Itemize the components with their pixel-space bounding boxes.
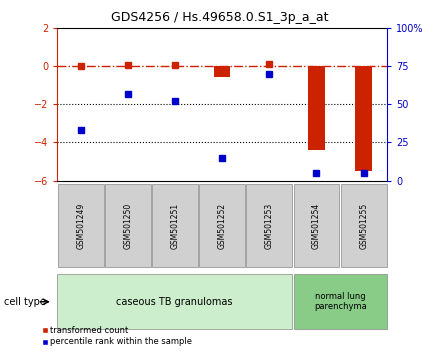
Text: GSM501250: GSM501250	[123, 202, 132, 249]
Text: GSM501252: GSM501252	[218, 202, 227, 249]
Text: caseous TB granulomas: caseous TB granulomas	[117, 297, 233, 307]
Text: GSM501253: GSM501253	[265, 202, 274, 249]
Text: normal lung
parenchyma: normal lung parenchyma	[314, 292, 367, 312]
Text: cell type: cell type	[4, 297, 46, 307]
Text: GSM501249: GSM501249	[76, 202, 85, 249]
Text: GSM501255: GSM501255	[359, 202, 368, 249]
Legend: transformed count, percentile rank within the sample: transformed count, percentile rank withi…	[39, 322, 195, 350]
Bar	[308, 67, 325, 150]
Text: GSM501254: GSM501254	[312, 202, 321, 249]
Bar	[356, 67, 372, 171]
Text: GDS4256 / Hs.49658.0.S1_3p_a_at: GDS4256 / Hs.49658.0.S1_3p_a_at	[111, 11, 329, 24]
Bar	[214, 67, 231, 77]
Text: GSM501251: GSM501251	[171, 202, 180, 249]
